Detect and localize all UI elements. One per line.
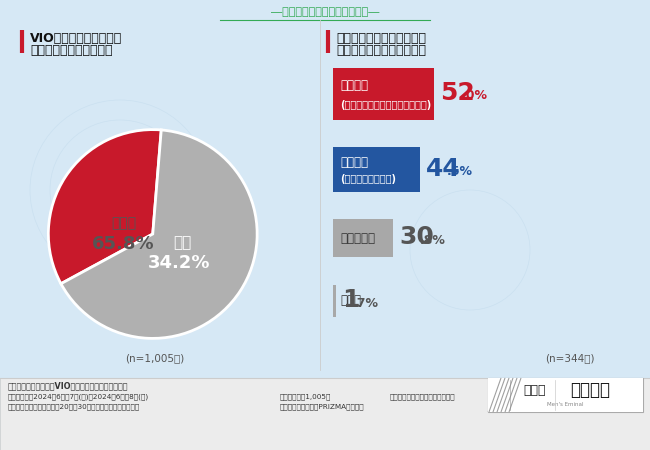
Text: .0%: .0% <box>462 90 488 103</box>
Text: いますか？（単一回答）: いますか？（単一回答） <box>30 44 112 57</box>
Text: その他: その他 <box>340 294 361 307</box>
Text: 自己処理: 自己処理 <box>340 79 368 92</box>
Text: ―「はい」と回答した方が回答―: ―「はい」と回答した方が回答― <box>271 7 379 17</box>
Bar <box>333 285 336 317</box>
Text: ・調査対象：調査回答時に20代～30代男性と回答したモニター: ・調査対象：調査回答時に20代～30代男性と回答したモニター <box>8 404 140 410</box>
Text: (n=344人): (n=344人) <box>545 353 595 363</box>
Text: (カミソリ、電気シェーバーなど): (カミソリ、電気シェーバーなど) <box>340 100 431 110</box>
Bar <box>488 378 510 412</box>
Text: 52: 52 <box>441 81 475 105</box>
Bar <box>333 219 393 257</box>
Text: ・調査期間：2024年6月で7日(金)～2024年6月で8日(土): ・調査期間：2024年6月で7日(金)～2024年6月で8日(土) <box>8 394 149 400</box>
Text: Men's Eminal: Men's Eminal <box>547 401 583 406</box>
Text: .8%: .8% <box>420 234 446 247</box>
Text: エミナル: エミナル <box>570 381 610 399</box>
Text: .7%: .7% <box>353 297 379 310</box>
Text: いますか？（複数回答可）: いますか？（複数回答可） <box>336 44 426 57</box>
Wedge shape <box>48 130 161 284</box>
Bar <box>502 378 643 412</box>
Text: ・モニター提供元：PRIZMAリサーチ: ・モニター提供元：PRIZMAリサーチ <box>280 404 365 410</box>
Wedge shape <box>61 130 257 338</box>
Text: 1: 1 <box>343 288 360 312</box>
Bar <box>333 147 420 192</box>
Text: VIOのムダ毛処理をして: VIOのムダ毛処理をして <box>30 32 122 45</box>
Text: (レーザー脹毛など): (レーザー脹毛など) <box>340 175 396 184</box>
Text: メンズ: メンズ <box>524 383 546 396</box>
Text: どのような方法で処理して: どのような方法で処理して <box>336 32 426 45</box>
Text: 《調査概要：「メンズVIO処理事情」に関する調査》: 《調査概要：「メンズVIO処理事情」に関する調査》 <box>8 382 129 391</box>
Text: 30: 30 <box>399 225 434 249</box>
Text: 34.2%: 34.2% <box>148 254 210 272</box>
Text: 医療脹毛: 医療脹毛 <box>340 156 368 169</box>
Text: エステ脹毛: エステ脹毛 <box>340 231 375 244</box>
Text: いいえ: いいえ <box>111 216 136 230</box>
Bar <box>0 378 650 450</box>
Bar <box>333 68 434 120</box>
Text: ・調査方法：インターネット調査: ・調査方法：インターネット調査 <box>390 394 456 400</box>
Text: はい: はい <box>173 235 191 250</box>
Text: 44: 44 <box>426 157 460 180</box>
Text: (n=1,005人): (n=1,005人) <box>125 353 185 363</box>
Text: .5%: .5% <box>447 165 473 178</box>
Text: 65.8%: 65.8% <box>92 235 155 253</box>
Text: ・調査人数：1,005人: ・調査人数：1,005人 <box>280 394 332 400</box>
Bar <box>488 378 643 412</box>
